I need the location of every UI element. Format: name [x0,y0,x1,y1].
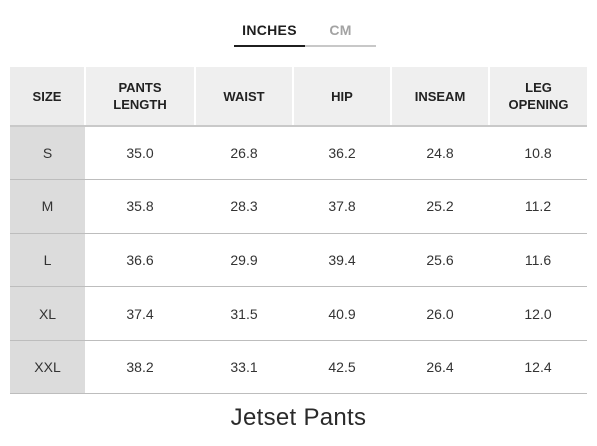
unit-tabs: INCHES CM [234,14,376,48]
waist-cell: 28.3 [195,179,293,234]
table-row: XXL 38.2 33.1 42.5 26.4 12.4 [10,340,587,395]
waist-cell: 29.9 [195,233,293,288]
inseam-cell: 26.0 [391,286,489,341]
inseam-cell: 25.2 [391,179,489,234]
header-pants-length-line1: PANTS [118,80,162,95]
table-header-row: SIZE PANTS LENGTH WAIST HIP INSEAM LEG OPE… [10,67,587,127]
tab-cm[interactable]: CM [305,14,376,47]
hip-cell: 36.2 [293,126,391,181]
waist-cell: 33.1 [195,340,293,395]
inseam-cell: 24.8 [391,126,489,181]
product-title: Jetset Pants [230,404,367,431]
pants-length-cell: 36.6 [85,233,195,288]
header-leg-opening-line1: LEG [525,80,552,95]
leg-opening-cell: 12.4 [489,340,587,395]
tab-inches[interactable]: INCHES [234,14,305,47]
header-hip: HIP [292,67,391,127]
leg-opening-cell: 10.8 [489,126,587,181]
size-chart-table: SIZE PANTS LENGTH WAIST HIP INSEAM LEG OPE… [10,67,587,395]
size-cell: S [10,126,85,181]
inseam-cell: 25.6 [391,233,489,288]
inseam-cell: 26.4 [391,340,489,395]
pants-length-cell: 38.2 [85,340,195,395]
size-cell: XL [10,286,85,341]
hip-cell: 37.8 [293,179,391,234]
header-pants-length: PANTS LENGTH [84,67,195,127]
table-row: L 36.6 29.9 39.4 25.6 11.6 [10,233,587,288]
header-leg-opening: LEG OPENING [488,67,587,127]
header-size: SIZE [10,67,85,127]
size-cell: XXL [10,340,85,395]
table-row: XL 37.4 31.5 40.9 26.0 12.0 [10,286,587,341]
hip-cell: 42.5 [293,340,391,395]
table-row: S 35.0 26.8 36.2 24.8 10.8 [10,126,587,181]
pants-length-cell: 37.4 [85,286,195,341]
pants-length-cell: 35.0 [85,126,195,181]
leg-opening-cell: 11.2 [489,179,587,234]
size-cell: L [10,233,85,288]
header-leg-opening-line2: OPENING [508,97,569,112]
waist-cell: 26.8 [195,126,293,181]
waist-cell: 31.5 [195,286,293,341]
header-waist: WAIST [194,67,293,127]
header-inseam: INSEAM [390,67,489,127]
pants-length-cell: 35.8 [85,179,195,234]
hip-cell: 40.9 [293,286,391,341]
header-pants-length-line2: LENGTH [113,97,167,112]
size-cell: M [10,179,85,234]
leg-opening-cell: 11.6 [489,233,587,288]
table-row: M 35.8 28.3 37.8 25.2 11.2 [10,179,587,234]
leg-opening-cell: 12.0 [489,286,587,341]
hip-cell: 39.4 [293,233,391,288]
